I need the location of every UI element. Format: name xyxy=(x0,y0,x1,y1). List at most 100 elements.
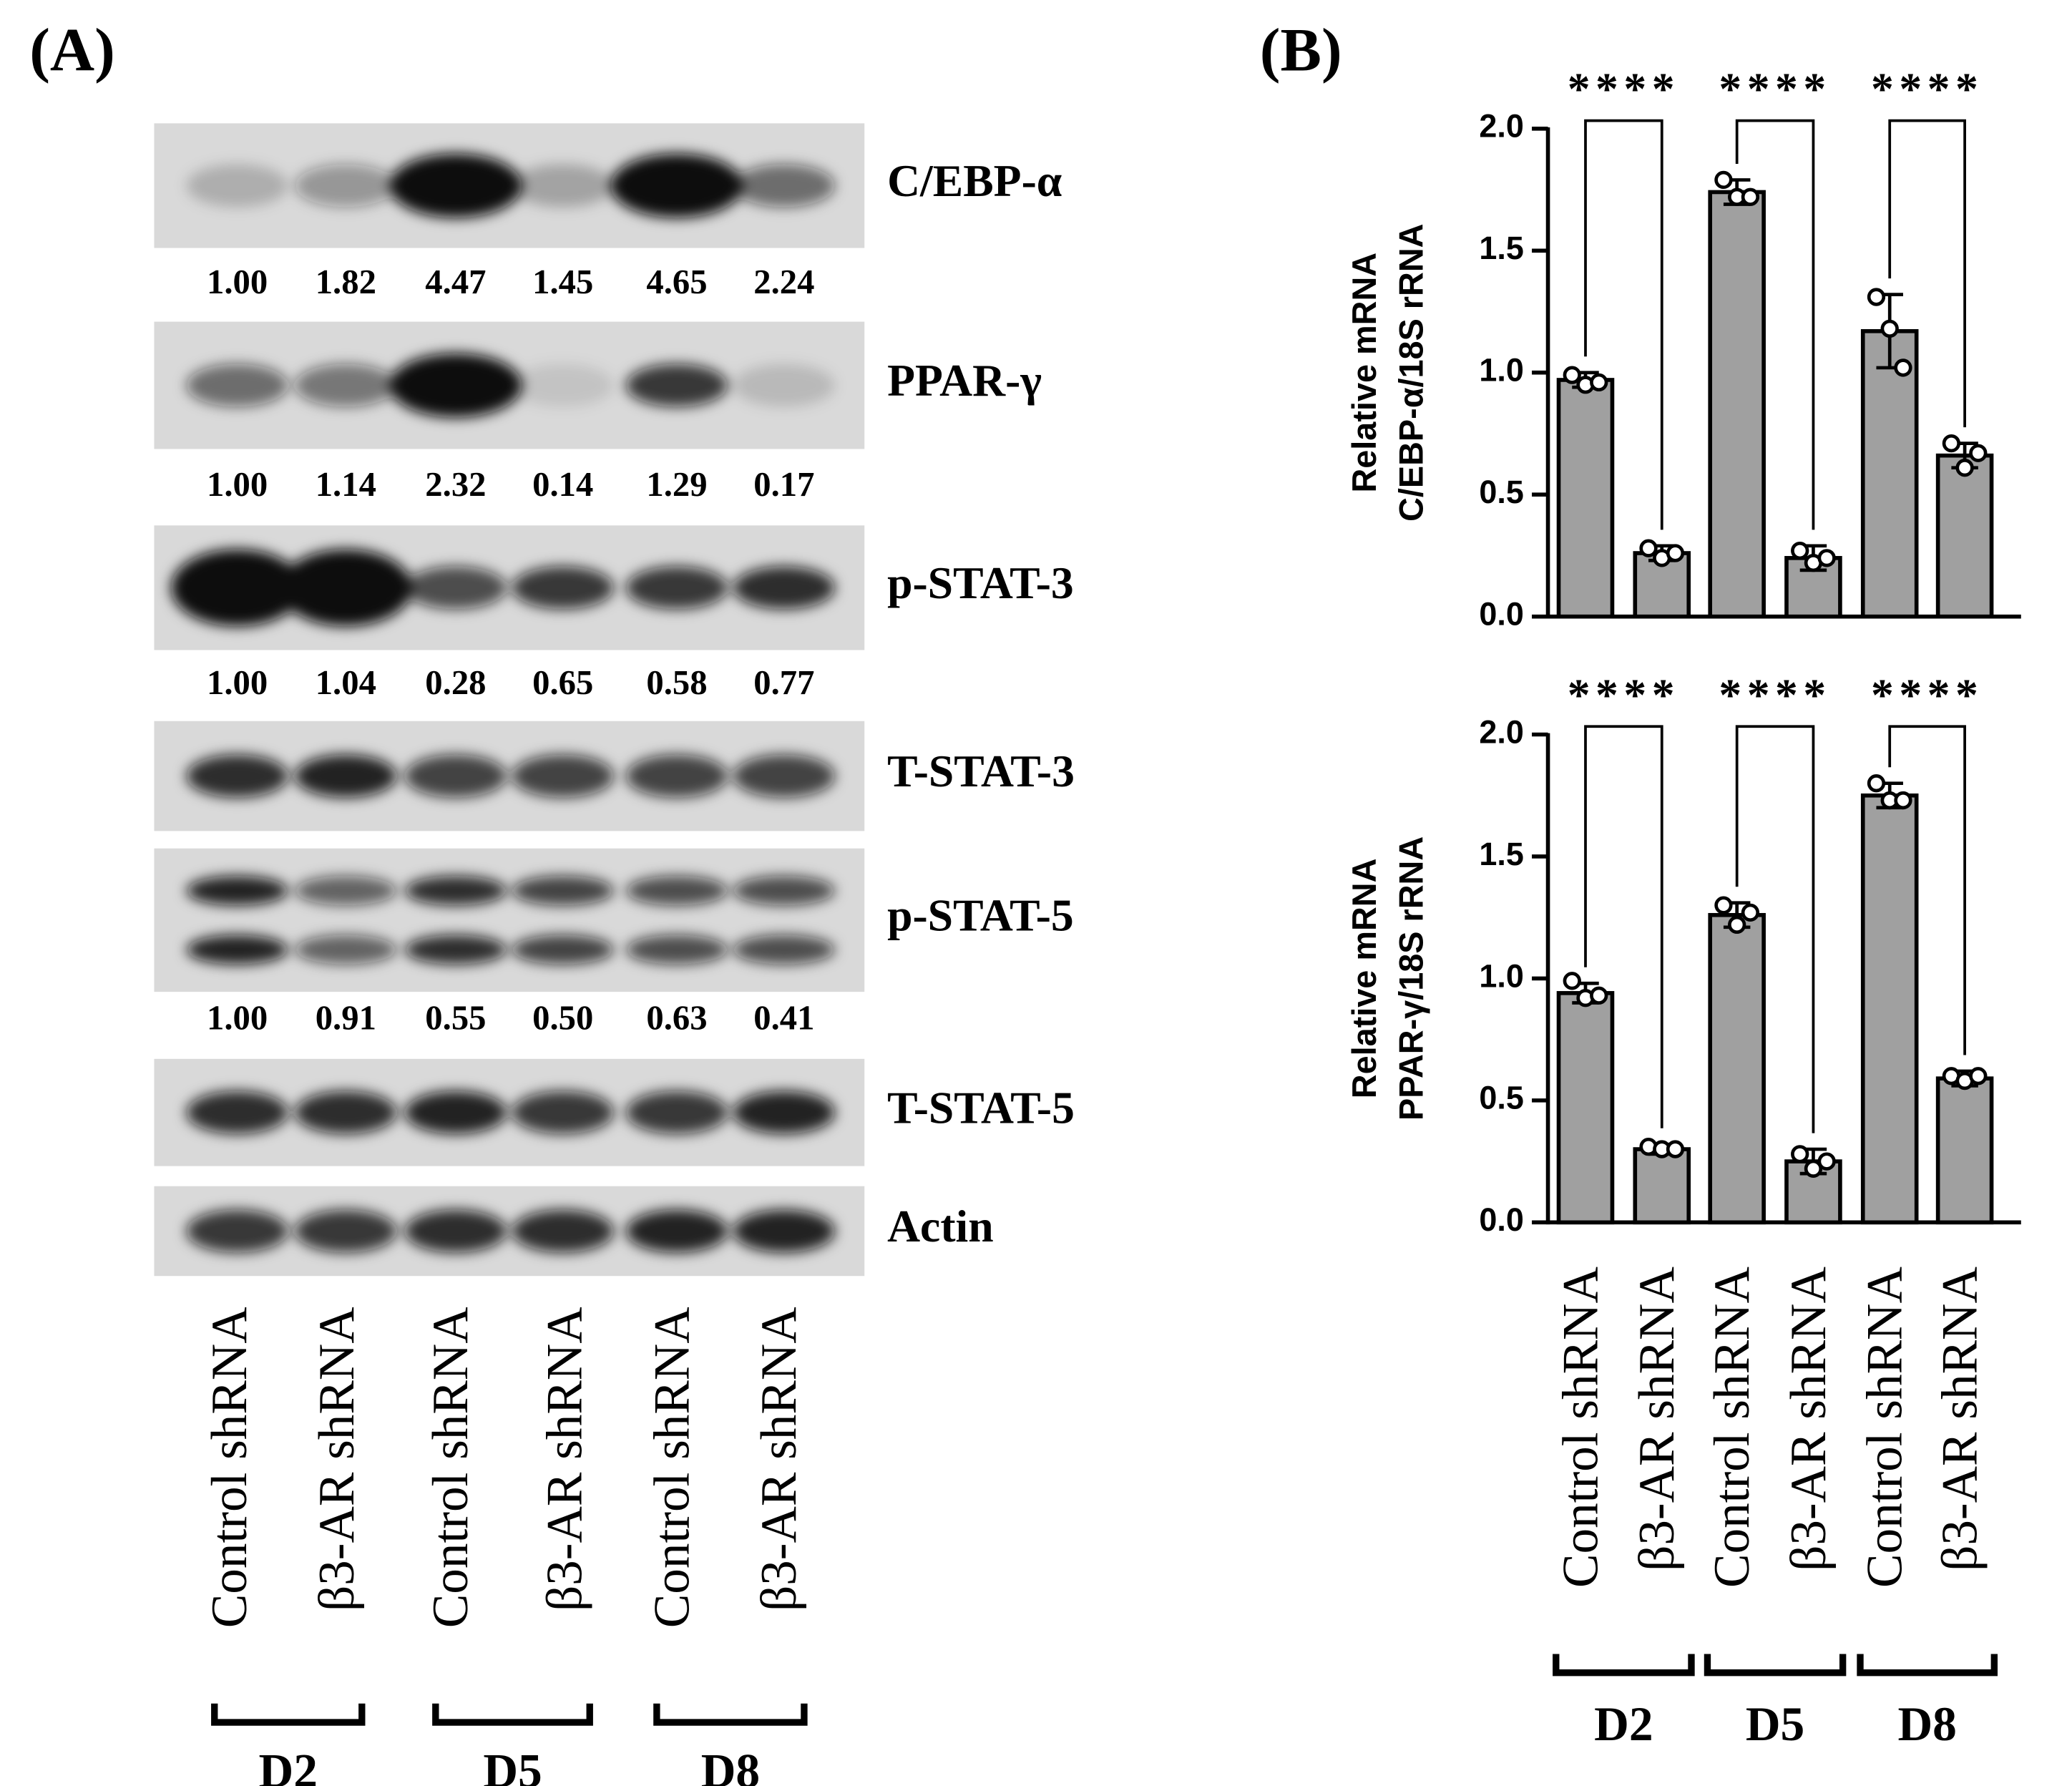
lane-label: Control shRNA xyxy=(644,1307,700,1628)
group-bracket xyxy=(1704,1654,1847,1677)
data-point xyxy=(1666,1140,1685,1158)
group-bracket xyxy=(211,1703,366,1726)
band xyxy=(186,754,288,798)
group-bracket xyxy=(432,1703,593,1726)
data-point xyxy=(1741,903,1760,922)
quant-value: 0.65 xyxy=(532,663,593,702)
y-tick-label: 2.0 xyxy=(1479,713,1523,750)
significance-label: **** xyxy=(1568,64,1680,114)
quant-value: 0.14 xyxy=(532,465,593,504)
data-point xyxy=(1639,539,1658,557)
panel-label: (A) xyxy=(29,15,115,84)
quant-value: 1.04 xyxy=(316,663,376,702)
significance-label: **** xyxy=(1871,669,1983,720)
quant-value: 1.00 xyxy=(207,263,268,301)
band xyxy=(389,353,522,418)
group-label: D5 xyxy=(1746,1697,1804,1751)
band xyxy=(625,935,728,965)
quant-value: 0.63 xyxy=(646,999,707,1038)
blot-row-label: PPAR-γ xyxy=(887,355,1042,406)
band xyxy=(625,876,728,906)
data-point xyxy=(1728,915,1746,935)
lane-label: Control shRNA xyxy=(202,1307,258,1628)
data-point xyxy=(1791,1145,1809,1163)
band xyxy=(512,754,614,798)
significance-label: **** xyxy=(1871,64,1983,114)
blot-bands xyxy=(186,1090,836,1134)
band xyxy=(171,549,304,627)
group-label: D2 xyxy=(1594,1697,1653,1751)
quant-value: 1.00 xyxy=(207,999,268,1038)
quant-value: 1.14 xyxy=(316,465,376,504)
quant-value: 0.41 xyxy=(753,999,814,1038)
bar xyxy=(1556,378,1615,619)
x-tick-label: Control shRNA xyxy=(1704,1267,1760,1588)
band xyxy=(625,1090,728,1134)
x-tick-label: Control shRNA xyxy=(1857,1267,1913,1588)
band xyxy=(186,1209,288,1253)
blot-bands xyxy=(186,876,836,965)
blot-row-label: C/EBP-α xyxy=(887,155,1062,206)
blot-bands xyxy=(186,153,836,218)
blot-row-label: p-STAT-5 xyxy=(887,890,1074,941)
band xyxy=(733,1090,836,1134)
significance-bracket xyxy=(1735,725,1815,1133)
y-tick-label: 0.5 xyxy=(1479,1080,1523,1116)
band xyxy=(733,935,836,965)
quant-value: 2.24 xyxy=(753,263,814,301)
x-tick-label: β3-AR shRNA xyxy=(1932,1267,1988,1571)
band xyxy=(404,754,507,798)
data-point xyxy=(1714,170,1733,190)
y-tick-label: 1.0 xyxy=(1479,957,1523,994)
blot-row-label: T-STAT-5 xyxy=(887,1082,1075,1133)
blot-bands xyxy=(186,353,836,418)
data-point xyxy=(1563,366,1581,384)
data-point xyxy=(1880,319,1899,338)
y-tick-label: 2.0 xyxy=(1479,108,1523,145)
lane-label: β3-AR shRNA xyxy=(751,1307,807,1611)
blot-bands xyxy=(171,549,836,627)
x-tick-label: Control shRNA xyxy=(1553,1267,1608,1588)
band xyxy=(733,566,836,610)
significance-label: **** xyxy=(1719,64,1831,114)
band xyxy=(733,754,836,798)
blot-row-label: p-STAT-3 xyxy=(887,557,1074,608)
group-label: D5 xyxy=(483,1744,542,1786)
band xyxy=(279,549,412,627)
data-point xyxy=(1590,373,1608,392)
bar xyxy=(1935,1076,1994,1225)
blot-row-label: T-STAT-3 xyxy=(887,746,1075,796)
band xyxy=(404,935,507,965)
band xyxy=(512,1090,614,1134)
band xyxy=(186,363,288,407)
data-point xyxy=(1867,774,1886,793)
quant-value: 1.29 xyxy=(646,465,707,504)
bar xyxy=(1556,991,1615,1225)
band xyxy=(512,363,614,407)
quant-value: 0.77 xyxy=(753,663,814,702)
bar xyxy=(1860,793,1919,1225)
band xyxy=(512,935,614,965)
data-point xyxy=(1894,358,1912,377)
lane-label: β3-AR shRNA xyxy=(309,1307,365,1611)
y-axis-label: Relative mRNA xyxy=(1346,253,1383,493)
blot-bands xyxy=(186,754,836,798)
band xyxy=(404,566,507,610)
significance-bracket xyxy=(1735,119,1815,530)
quant-value: 1.00 xyxy=(207,465,268,504)
y-tick-label: 0.0 xyxy=(1479,1201,1523,1238)
data-point xyxy=(1894,791,1912,810)
bar xyxy=(1860,328,1919,619)
data-point xyxy=(1666,544,1685,562)
band xyxy=(295,363,397,407)
band xyxy=(186,1090,288,1134)
band xyxy=(186,164,288,208)
data-point xyxy=(1817,549,1836,567)
x-tick-label: β3-AR shRNA xyxy=(1629,1267,1685,1571)
y-tick-label: 0.0 xyxy=(1479,596,1523,633)
band xyxy=(186,876,288,906)
data-point xyxy=(1955,459,1974,477)
data-point xyxy=(1791,541,1809,560)
